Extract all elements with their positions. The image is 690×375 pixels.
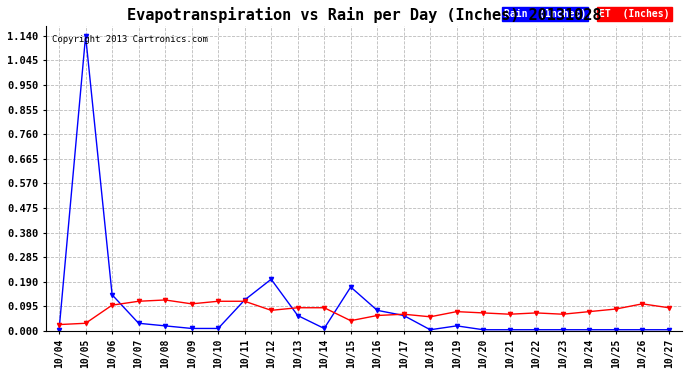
Text: ET  (Inches): ET (Inches) (600, 9, 670, 20)
Title: Evapotranspiration vs Rain per Day (Inches) 20131028: Evapotranspiration vs Rain per Day (Inch… (127, 7, 601, 23)
Text: Copyright 2013 Cartronics.com: Copyright 2013 Cartronics.com (52, 34, 208, 44)
Text: Rain  (Inches): Rain (Inches) (504, 9, 586, 20)
